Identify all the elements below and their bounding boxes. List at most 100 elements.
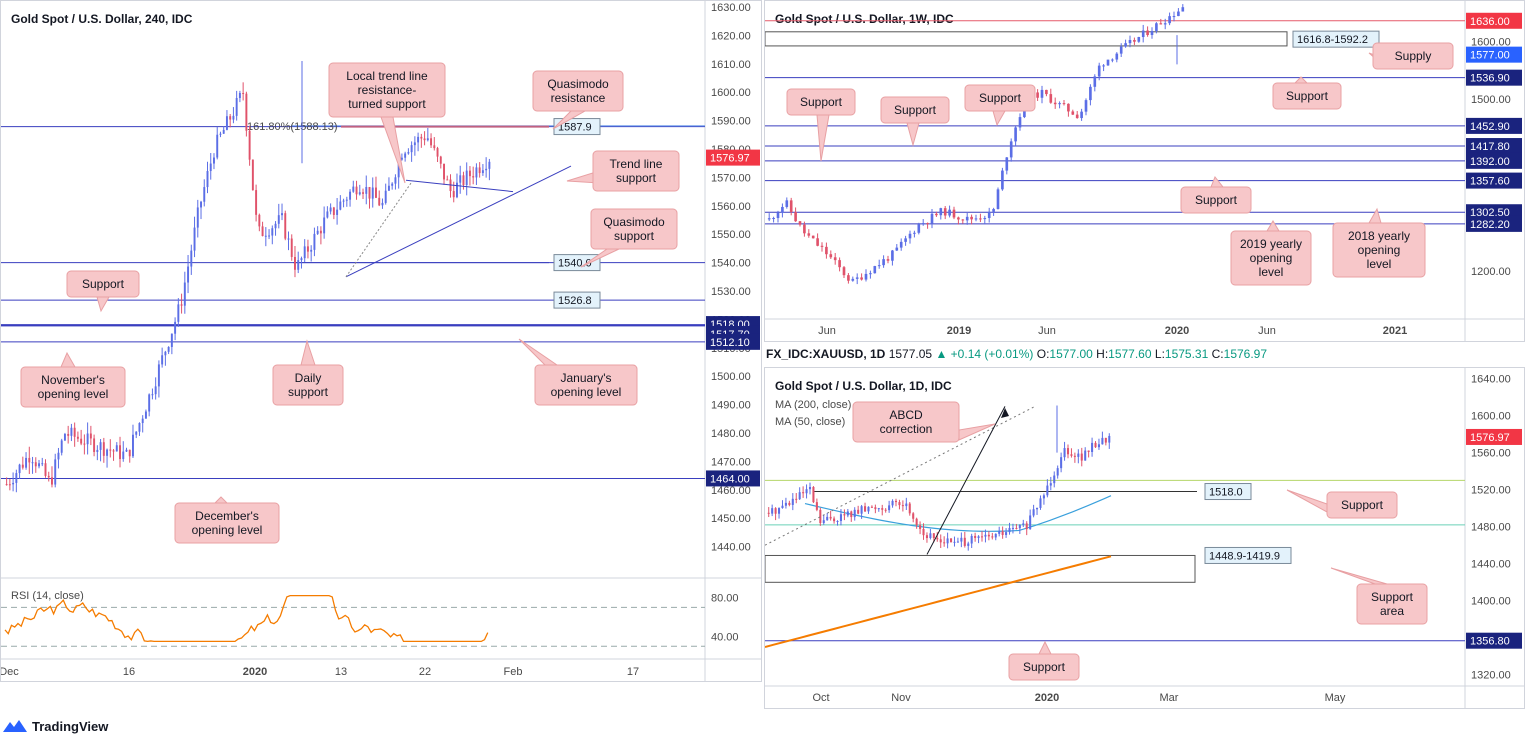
candle-body xyxy=(1066,448,1070,455)
candle-body xyxy=(381,202,384,206)
callout-pointer xyxy=(60,351,76,368)
candle-body xyxy=(805,489,808,494)
callout-label: area xyxy=(1380,604,1404,618)
candle-body xyxy=(857,509,860,514)
infobar-close: 1576.97 xyxy=(1223,347,1268,361)
candle-body xyxy=(957,217,960,220)
candle-body xyxy=(478,167,481,174)
level-label-box xyxy=(553,291,601,309)
y-tick-label: 1620.00 xyxy=(711,30,751,42)
x-tick-label: Dec xyxy=(1,666,19,678)
candle-body xyxy=(336,209,339,215)
candle-body xyxy=(1049,94,1053,103)
chart-1d-panel[interactable]: 1640.00 1600.00 1560.00 1520.00 1480.00 1440.… xyxy=(764,367,1525,709)
callout-label: Support xyxy=(1341,498,1384,512)
symbol-infobar: FX_IDC:XAUUSD, 1D 1577.05 ▲ +0.14 (+0.01… xyxy=(766,347,1267,361)
candle-body xyxy=(106,449,109,456)
candle-body xyxy=(943,542,946,544)
tradingview-logo-icon xyxy=(3,720,27,732)
chart-4h-panel[interactable]: 1630.001620.001610.001600.001590.001580.… xyxy=(0,0,762,682)
candle-body xyxy=(281,213,283,216)
tradingview-logo[interactable]: TradingView xyxy=(2,718,108,734)
level-tag: 1636.00 xyxy=(1470,16,1510,28)
level-tag-bg xyxy=(1466,12,1522,29)
y-tick-label: 1590.00 xyxy=(711,116,751,128)
candle-body xyxy=(919,525,922,529)
candle-body xyxy=(1071,111,1075,115)
callout-support: Support xyxy=(1008,640,1080,681)
candle-body xyxy=(297,260,300,270)
level-tag: 1464.00 xyxy=(710,473,750,485)
tradingview-brand: TradingView xyxy=(32,718,109,734)
callout-label: 2018 yearly xyxy=(1348,229,1410,243)
y-tick-label: 1320.00 xyxy=(1471,670,1511,682)
candle-body xyxy=(1018,117,1022,128)
callout-label: November's xyxy=(41,373,105,387)
candle-body xyxy=(216,134,219,158)
callout-label: Supply xyxy=(1395,49,1432,63)
infobar-low: 1575.31 xyxy=(1164,347,1209,361)
candle-body xyxy=(332,207,335,215)
candle-body xyxy=(1087,450,1090,452)
x-tick-label: Mar xyxy=(1160,692,1179,704)
candle-body xyxy=(860,506,863,514)
callout-box xyxy=(592,150,680,192)
y-tick-label: 1460.00 xyxy=(711,485,751,497)
candle-body xyxy=(850,511,853,518)
candle-body xyxy=(932,533,935,539)
level-tag: 1282.20 xyxy=(1470,219,1510,231)
candle-body xyxy=(213,157,215,164)
candle-body xyxy=(952,209,956,218)
y-tick-label: 1500.00 xyxy=(711,371,751,383)
candle-body xyxy=(950,538,953,543)
candle-body xyxy=(987,211,991,219)
candle-body xyxy=(1067,103,1070,112)
candle-body xyxy=(812,486,815,503)
candle-body xyxy=(992,209,995,212)
level-tag: 1512.10 xyxy=(710,337,750,349)
candle-body xyxy=(164,351,167,356)
candle-body xyxy=(238,92,241,99)
current-price-tag: 1576.97 xyxy=(1470,432,1510,444)
callout-label: Support xyxy=(979,91,1022,105)
candle-body xyxy=(141,418,144,424)
candle-body xyxy=(196,207,199,228)
callout-box xyxy=(852,401,960,443)
callout-pointer xyxy=(906,122,920,147)
candle-body xyxy=(459,175,462,183)
candle-body xyxy=(135,431,138,435)
candle-body xyxy=(21,464,24,468)
candle-body xyxy=(1014,127,1017,142)
y-tick-label: 1530.00 xyxy=(711,286,751,298)
candle-body xyxy=(802,492,805,494)
candle-body xyxy=(1060,457,1063,469)
callout-label: support xyxy=(288,385,329,399)
rsi-line xyxy=(4,595,489,643)
candle-body xyxy=(310,249,313,252)
candle-body xyxy=(1029,515,1032,530)
callout-box xyxy=(534,364,638,406)
candle-body xyxy=(1053,475,1056,484)
candle-body xyxy=(778,508,781,514)
candle-body xyxy=(1005,157,1009,171)
chart-4h[interactable]: 1630.001620.001610.001600.001590.001580.… xyxy=(0,1,761,681)
candle-body xyxy=(1045,89,1048,95)
candle-body xyxy=(922,528,925,536)
candle-body xyxy=(206,171,209,188)
y-tick-label: 1470.00 xyxy=(711,456,751,468)
callout-support: Support xyxy=(964,84,1036,127)
candle-body xyxy=(31,462,34,464)
callout-box xyxy=(1356,583,1428,625)
candle-body xyxy=(939,539,942,543)
callout-label: opening xyxy=(1250,251,1293,265)
y-tick-label: 1500.00 xyxy=(1471,94,1511,106)
candle-body xyxy=(901,505,904,507)
candle-body xyxy=(913,232,916,234)
candle-body xyxy=(811,235,815,239)
callout-box xyxy=(1008,653,1080,681)
chart-1d[interactable]: 1640.00 1600.00 1560.00 1520.00 1480.00 1440.… xyxy=(764,368,1524,708)
level-tag-bg xyxy=(1466,69,1522,86)
